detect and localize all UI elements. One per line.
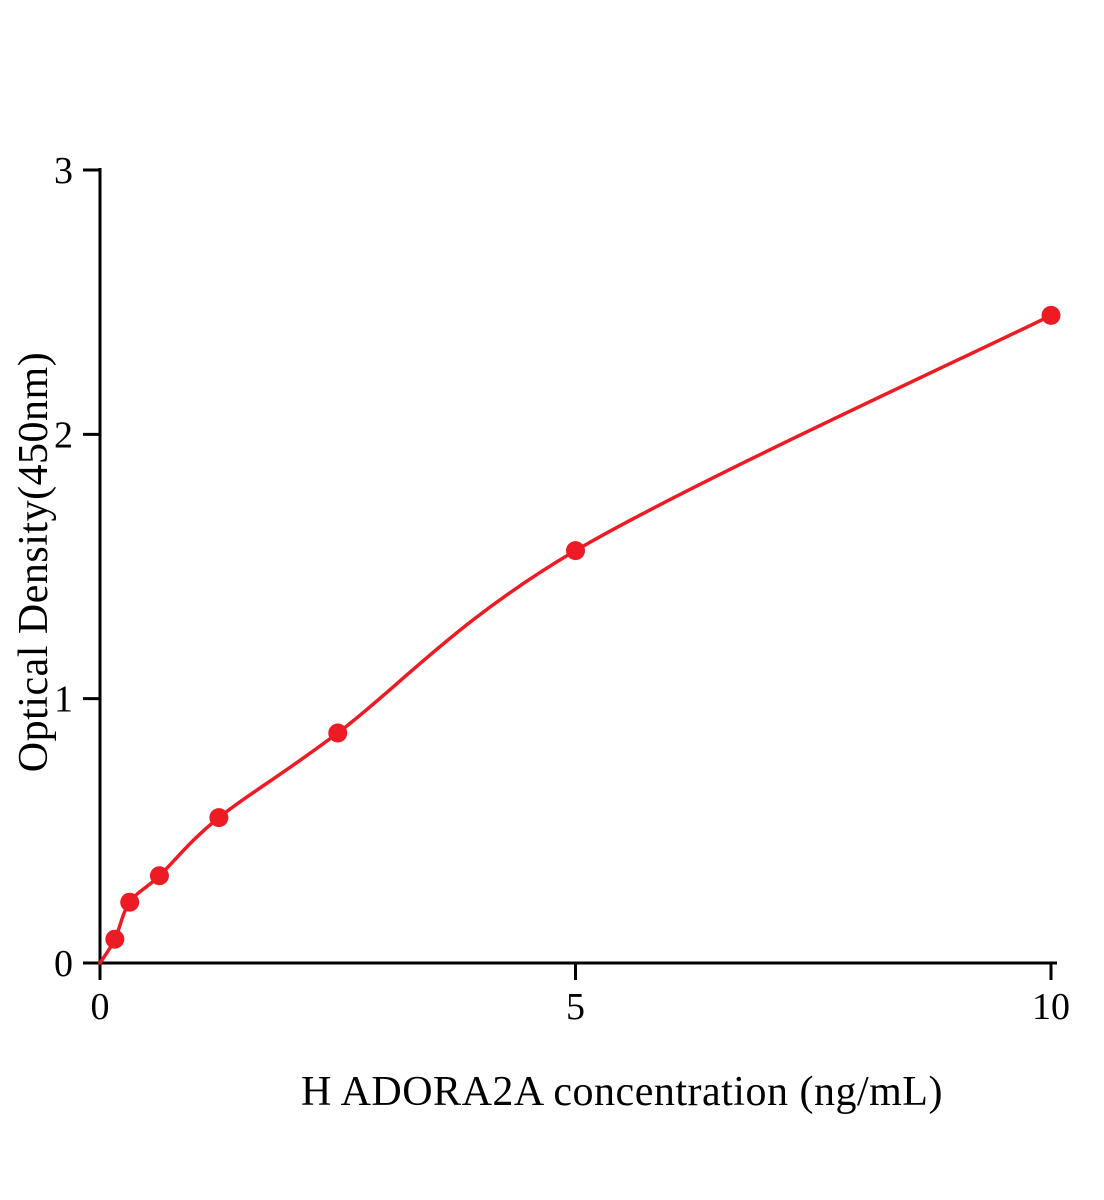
data-point	[105, 929, 125, 949]
data-point	[149, 866, 169, 886]
data-point	[566, 541, 585, 561]
x-tick-label: 0	[91, 986, 110, 1028]
data-point	[328, 723, 348, 743]
x-tick-label: 10	[1032, 986, 1070, 1028]
x-tick-label: 5	[566, 986, 585, 1028]
x-axis-title: H ADORA2A concentration (ng/mL)	[301, 1069, 943, 1115]
y-axis-title: Optical Density(450nm)	[11, 351, 57, 773]
y-tick-label: 1	[54, 679, 73, 721]
data-point	[1041, 305, 1061, 325]
y-tick-label: 3	[54, 150, 73, 192]
y-tick-label: 2	[54, 414, 73, 456]
y-tick-label: 0	[54, 943, 73, 985]
data-point	[209, 808, 229, 828]
fit-curve	[98, 313, 1053, 965]
data-point	[120, 892, 140, 912]
